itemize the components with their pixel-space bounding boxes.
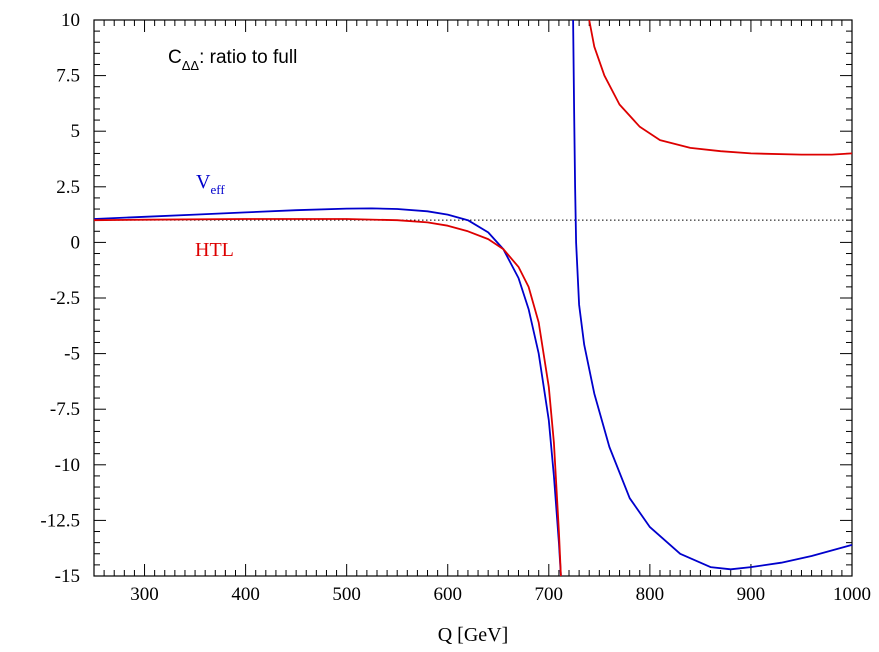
y-tick-labels: 10 7.5 5 2.5 0 -2.5 -5 -7.5 -10 -12.5 -15 [40,10,80,587]
series-label-veff-sub: eff [210,182,225,197]
x-tick-label: 600 [433,584,462,605]
x-tick-labels: 300 400 500 600 700 800 900 1000 [130,584,871,605]
y-tick-label: -12.5 [40,510,80,531]
series-veff-branch-1 [93,207,562,577]
series-htl-branch-1 [93,218,562,577]
x-tick-label: 400 [231,584,260,605]
chart-annotation: CΔΔ: ratio to full [168,47,297,73]
y-tick-label: -5 [64,344,80,365]
y-tick-label: -10 [55,455,80,476]
y-tick-label: 10 [61,10,80,31]
x-tick-label: 1000 [833,584,871,605]
series-veff-branch-2 [572,19,853,571]
annotation-main: C [168,47,182,68]
y-tick-label: -7.5 [50,399,80,420]
y-tick-label: -15 [55,566,80,587]
annotation-rest: : ratio to full [199,47,297,68]
major-ticks [94,19,853,577]
series-label-htl: HTL [195,239,234,261]
y-tick-label: 2.5 [56,177,80,198]
y-tick-label: 7.5 [56,66,80,87]
series-layer [93,19,853,577]
y-tick-label: 0 [71,232,81,253]
series-label-veff: Veff [196,171,225,197]
x-tick-label: 800 [636,584,665,605]
y-tick-label: 5 [71,121,81,142]
y-tick-label: -2.5 [50,288,80,309]
minor-ticks [94,20,852,576]
x-tick-label: 900 [737,584,766,605]
annotation-sub: ΔΔ [182,58,200,73]
x-tick-label: 700 [535,584,564,605]
series-label-veff-main: V [196,171,211,193]
x-tick-label: 300 [130,584,159,605]
plot-frame [93,19,853,577]
x-tick-label: 500 [332,584,361,605]
series-htl-branch-2 [588,19,853,156]
x-axis-title: Q [GeV] [438,624,509,646]
